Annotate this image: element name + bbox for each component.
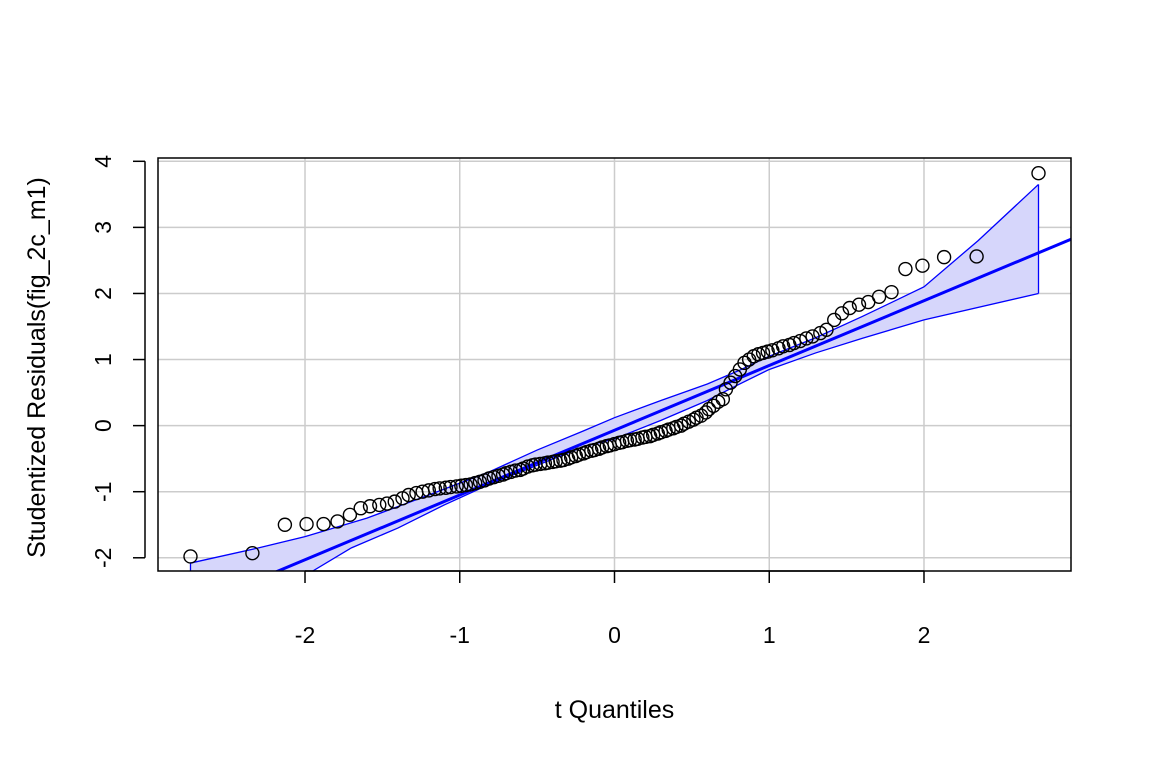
data-point	[884, 284, 899, 300]
y-tick-label: 2	[90, 287, 116, 300]
data-point	[438, 480, 454, 495]
data-point	[827, 312, 842, 328]
data-point	[969, 249, 984, 264]
data-point	[799, 331, 814, 346]
data-point	[775, 339, 791, 354]
data-point	[362, 499, 378, 514]
data-point	[673, 418, 689, 433]
data-point	[936, 249, 952, 265]
data-point	[693, 408, 709, 423]
y-tick-label: 1	[90, 353, 116, 366]
y-axis: -2 -1 0 1 2 3 4	[90, 155, 146, 568]
y-axis-label: Studentized Residuals(fig_2c_m1)	[23, 177, 51, 558]
x-tick-label: 0	[608, 622, 621, 648]
reference-line	[274, 237, 1071, 571]
y-tick-label: -2	[90, 548, 116, 568]
data-point	[851, 297, 867, 312]
data-point	[245, 545, 260, 561]
data-point	[421, 483, 437, 498]
data-point	[701, 401, 717, 417]
y-tick-label: 3	[90, 221, 116, 234]
data-point	[387, 494, 402, 509]
data-point	[342, 507, 358, 523]
x-axis-label: t Quantiles	[555, 696, 675, 724]
data-point	[786, 335, 802, 351]
y-tick-label: -1	[90, 481, 116, 501]
data-point	[432, 481, 447, 496]
data-point	[443, 479, 458, 495]
data-point	[458, 477, 474, 493]
data-point	[372, 497, 387, 513]
data-point	[819, 322, 834, 338]
data-point	[353, 501, 368, 516]
data-point	[183, 549, 198, 564]
confidence-band-upper	[190, 183, 1039, 564]
reference-line-group	[274, 237, 1071, 571]
data-point	[915, 258, 930, 273]
data-point	[1031, 165, 1046, 181]
data-points	[183, 165, 1046, 564]
data-point	[686, 412, 701, 427]
grid-lines	[158, 158, 1071, 571]
data-point	[805, 329, 820, 344]
data-point	[277, 517, 293, 532]
data-point	[898, 261, 913, 277]
data-point	[454, 478, 469, 493]
x-tick-label: -1	[450, 622, 470, 648]
x-tick-label: -2	[295, 622, 315, 648]
data-point	[427, 481, 443, 497]
x-tick-label: 1	[763, 622, 776, 648]
data-point	[715, 391, 731, 407]
data-point	[330, 514, 345, 529]
y-tick-label: 4	[90, 155, 116, 168]
y-tick-label: 0	[90, 419, 116, 432]
data-point	[449, 479, 464, 494]
data-point	[379, 496, 395, 511]
data-point	[299, 516, 314, 532]
data-point	[834, 306, 850, 321]
data-point	[842, 300, 857, 316]
data-point	[871, 289, 887, 304]
data-point	[316, 516, 331, 532]
data-point	[792, 333, 808, 349]
data-point	[401, 487, 416, 503]
x-axis: -2 -1 0 1 2	[295, 570, 931, 648]
x-tick-label: 2	[918, 622, 931, 648]
